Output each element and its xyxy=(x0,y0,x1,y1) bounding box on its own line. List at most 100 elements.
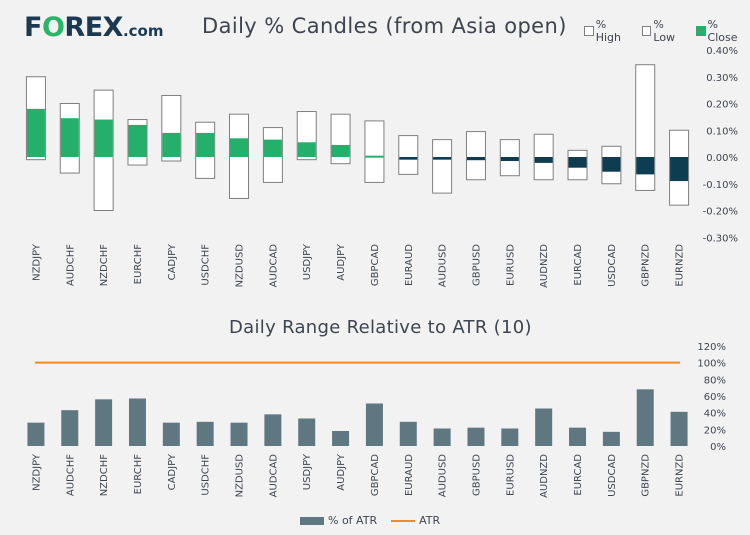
candles-x-tick-label: NZDCHF xyxy=(99,244,110,287)
atr-bar xyxy=(196,421,214,446)
atr-x-tick-label: GBPNZD xyxy=(641,454,652,497)
candle-close-body xyxy=(534,157,553,163)
candles-x-tick-label: EURCAD xyxy=(573,244,584,286)
candle-range-box xyxy=(432,139,453,194)
atr-bar xyxy=(433,428,451,446)
atr-x-tick-label: NZDUSD xyxy=(235,454,246,498)
candles-x-tick-label: CADJPY xyxy=(167,243,178,280)
atr-bar xyxy=(264,414,282,446)
atr-x-tick-label: AUDJPY xyxy=(336,453,347,491)
candles-y-tick-label: -0.10% xyxy=(703,180,738,191)
candle-close-body xyxy=(94,119,113,157)
candle-close-body xyxy=(602,157,621,172)
candles-x-tick-label: USDJPY xyxy=(302,243,313,280)
atr-bar xyxy=(27,422,45,446)
candles-y-tick-label: 0.00% xyxy=(706,153,738,164)
atr-x-tick-label: EURUSD xyxy=(505,454,516,496)
candle-close-body xyxy=(297,142,316,157)
atr-y-tick-label: 100% xyxy=(697,359,726,370)
candles-y-tick-label: 0.10% xyxy=(706,126,738,137)
legend-close-swatch xyxy=(695,26,706,36)
candles-x-tick-label: AUDCHF xyxy=(65,244,76,286)
atr-y-tick-label: 20% xyxy=(704,425,726,436)
atr-bar xyxy=(61,410,79,446)
candle-close-body xyxy=(196,132,215,157)
legend-pct-atr-label: % of ATR xyxy=(328,514,378,527)
atr-x-tick-label: EURAUD xyxy=(404,454,415,496)
candle-close-body xyxy=(399,157,418,160)
legend-close: % Close xyxy=(695,18,750,44)
candles-x-tick-label: AUDCAD xyxy=(268,244,279,288)
atr-x-tick-label: EURCAD xyxy=(573,454,584,496)
atr-bar xyxy=(467,427,485,446)
atr-bar xyxy=(298,418,316,446)
legend-pct-atr: % of ATR xyxy=(300,514,377,527)
candles-x-tick-label: EURNZD xyxy=(675,244,686,287)
candle-close-body xyxy=(466,157,485,161)
atr-chart-title: Daily Range Relative to ATR (10) xyxy=(229,317,532,338)
candle-close-body xyxy=(60,118,79,157)
candles-x-tick-label: EURCHF xyxy=(133,244,144,285)
atr-y-tick-label: 0% xyxy=(710,442,726,453)
candles-x-tick-label: AUDUSD xyxy=(438,244,449,288)
atr-x-tick-label: AUDNZD xyxy=(539,454,550,498)
legend-low-swatch xyxy=(641,26,652,36)
candles-x-tick-label: GBPNZD xyxy=(641,244,652,287)
atr-x-tick-label: AUDCAD xyxy=(268,454,279,498)
candle-close-body xyxy=(636,157,655,175)
candle-close-body xyxy=(331,144,350,157)
candles-y-tick-label: -0.20% xyxy=(703,207,738,218)
atr-x-tick-label: NZDJPY xyxy=(31,453,42,491)
atr-x-tick-label: USDCHF xyxy=(201,454,212,496)
atr-bar xyxy=(332,431,350,446)
logo-text-o: O xyxy=(41,12,65,43)
candles-y-tick-label: 0.40% xyxy=(706,46,738,57)
candles-y-tick-label: 0.20% xyxy=(706,100,738,111)
candle-close-body xyxy=(26,108,45,157)
candle-range-box xyxy=(364,120,385,183)
legend-low-label: % Low xyxy=(653,18,676,44)
atr-x-tick-label: AUDCHF xyxy=(65,454,76,496)
candles-x-tick-label: USDCAD xyxy=(607,244,618,287)
atr-bar xyxy=(569,427,587,446)
logo-text-rex: REX xyxy=(64,12,123,43)
atr-y-tick-label: 120% xyxy=(697,342,726,353)
candle-close-body xyxy=(162,132,181,157)
atr-x-tick-label: CADJPY xyxy=(167,453,178,490)
atr-bar xyxy=(602,431,620,446)
candles-legend: % High % Low % Close xyxy=(584,18,750,44)
legend-atr-swatch xyxy=(391,519,416,522)
candle-close-body xyxy=(433,157,452,160)
legend-high: % High xyxy=(584,18,634,44)
candle-range-box xyxy=(465,131,486,181)
candle-close-body xyxy=(230,138,249,157)
atr-legend: % of ATR ATR xyxy=(300,514,440,527)
candles-x-tick-label: USDCHF xyxy=(201,244,212,286)
candle-range-box xyxy=(398,135,419,175)
candle-close-body xyxy=(568,157,587,168)
legend-pct-atr-swatch xyxy=(300,516,324,525)
atr-x-tick-label: NZDCHF xyxy=(99,454,110,497)
legend-close-label: % Close xyxy=(707,18,738,44)
atr-x-tick-label: USDCAD xyxy=(607,454,618,497)
atr-x-tick-label: GBPUSD xyxy=(471,454,482,496)
atr-bar xyxy=(670,411,688,446)
atr-x-tick-label: EURNZD xyxy=(675,454,686,497)
candles-x-tick-label: AUDJPY xyxy=(336,243,347,281)
legend-high-label: % High xyxy=(595,18,622,44)
candles-x-tick-label: NZDUSD xyxy=(235,244,246,288)
candles-x-tick-label: AUDNZD xyxy=(539,244,550,288)
atr-x-tick-label: USDJPY xyxy=(302,453,313,490)
legend-atr-label: ATR xyxy=(419,514,441,527)
candles-chart-title: Daily % Candles (from Asia open) xyxy=(202,14,567,38)
atr-x-tick-label: AUDUSD xyxy=(438,454,449,498)
candles-chart: 0.40% 0.30% 0.20% 0.10% 0.00% -0.10% -0.20% -0.… xyxy=(25,46,738,288)
forex-logo[interactable]: FOREX.com xyxy=(24,12,164,47)
candle-close-body xyxy=(263,139,282,157)
logo-text-f: F xyxy=(24,12,42,43)
atr-bar xyxy=(128,398,146,446)
candle-close-body xyxy=(670,157,689,182)
atr-y-tick-label: 80% xyxy=(704,375,726,386)
candles-x-tick-label: EURUSD xyxy=(505,244,516,286)
